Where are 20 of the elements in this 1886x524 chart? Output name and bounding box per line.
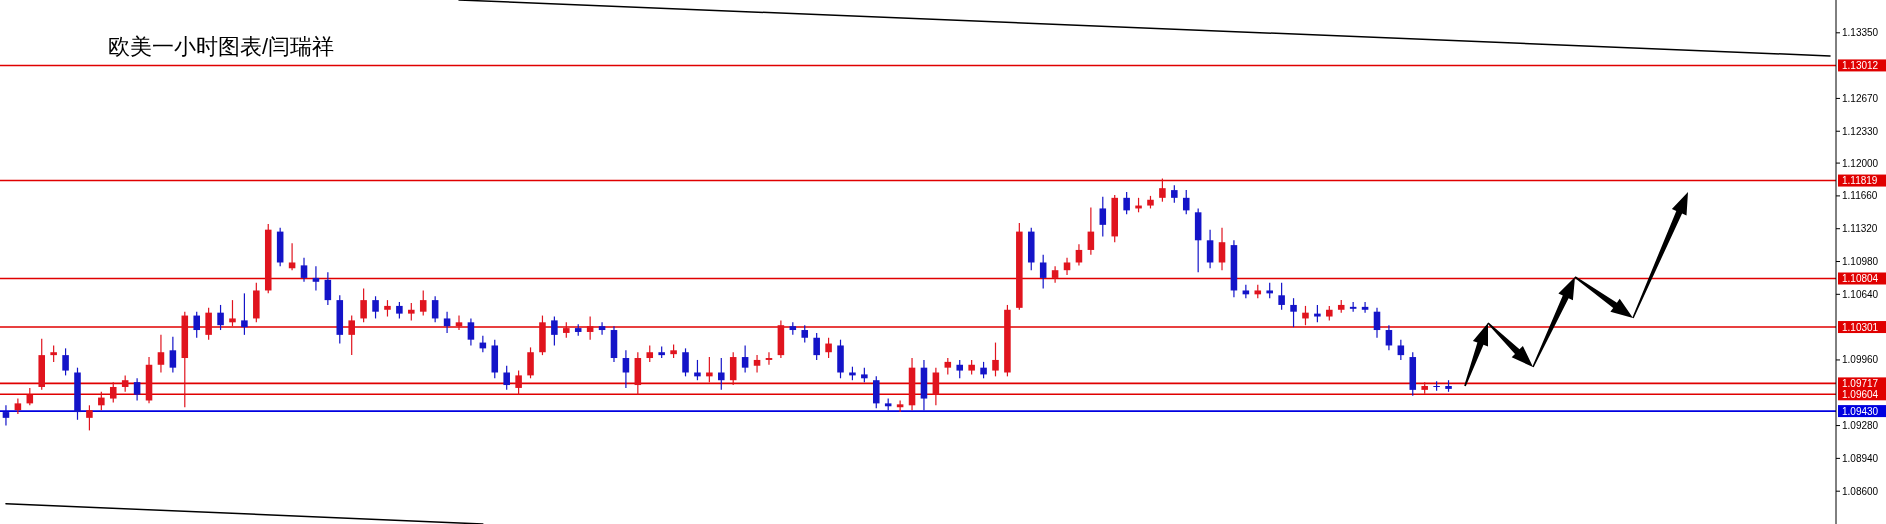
y-tick-label: 1.13350 <box>1842 27 1879 39</box>
ref-line-label: 1.09430 <box>1842 405 1879 417</box>
y-tick-label: 1.11660 <box>1842 190 1878 202</box>
y-tick-label: 1.12330 <box>1842 125 1879 137</box>
ref-line-label: 1.11819 <box>1842 175 1878 187</box>
y-tick-label: 1.11320 <box>1842 223 1878 235</box>
ref-line-label: 1.10301 <box>1842 321 1879 333</box>
y-tick-label: 1.08940 <box>1842 452 1879 464</box>
y-tick-label: 1.09960 <box>1842 354 1879 366</box>
ref-line-label: 1.13012 <box>1842 59 1879 71</box>
ref-line-label: 1.10804 <box>1842 273 1879 284</box>
ref-line-label: 1.09604 <box>1842 388 1879 400</box>
y-tick-label: 1.12000 <box>1842 157 1879 169</box>
y-tick-label: 1.08600 <box>1842 485 1879 497</box>
ref-line-label: 1.09717 <box>1842 377 1879 389</box>
y-tick-label: 1.12670 <box>1842 92 1879 104</box>
y-tick-label: 1.10980 <box>1842 256 1879 268</box>
y-tick-label: 1.09280 <box>1842 420 1879 432</box>
text: 欧美一小时图表/闫瑞祥 <box>108 33 335 59</box>
y-tick-label: 1.10640 <box>1842 288 1879 300</box>
